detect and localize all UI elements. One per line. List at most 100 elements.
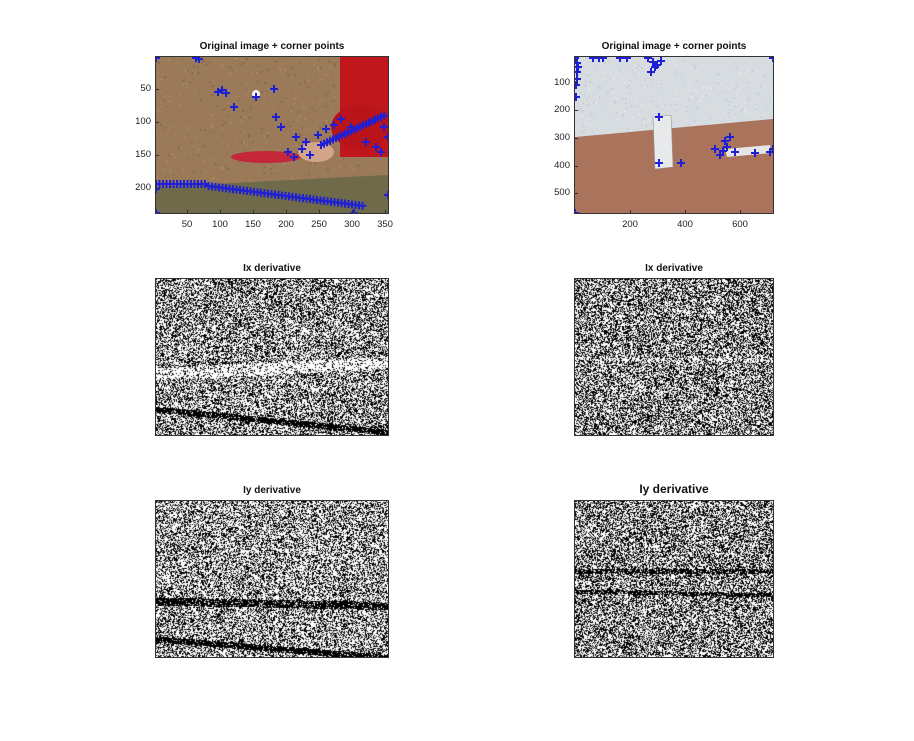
corner-point-marker: [769, 57, 773, 62]
wall-texture-dot: [596, 110, 599, 112]
wall-texture-dot: [306, 130, 309, 133]
wall-texture-dot: [188, 177, 191, 180]
wall-texture-dot: [753, 71, 755, 73]
wall-texture-dot: [619, 88, 622, 91]
wall-texture-dot: [301, 126, 304, 129]
wall-texture-dot: [615, 112, 617, 115]
wall-texture-dot: [635, 108, 638, 111]
wall-texture-dot: [580, 107, 582, 110]
wall-texture-dot: [662, 105, 664, 107]
wall-texture-dot: [604, 107, 607, 110]
wall-texture-dot: [212, 126, 215, 129]
wall-texture-dot: [233, 138, 236, 141]
wall-texture-dot: [259, 71, 262, 74]
y-tick-mark: [575, 166, 578, 167]
wall-texture-dot: [728, 104, 730, 107]
x-tick-label: 50: [181, 219, 193, 230]
wall-texture-dot: [158, 78, 161, 81]
subplot-title: Original image + corner points: [601, 41, 747, 52]
wall-texture-dot: [740, 110, 743, 113]
wall-texture-dot: [607, 90, 609, 93]
wall-texture-dot: [743, 72, 745, 74]
wall-texture-dot: [632, 117, 634, 119]
wall-texture-dot: [702, 87, 704, 90]
wall-texture-dot: [697, 92, 699, 95]
wall-texture-dot: [302, 106, 305, 109]
wall-texture-dot: [732, 121, 735, 123]
wall-texture-dot: [199, 139, 202, 142]
y-tick-mark: [156, 89, 159, 90]
wall-texture-dot: [292, 150, 295, 153]
wall-texture-dot: [635, 102, 638, 105]
wall-texture-dot: [610, 90, 612, 93]
wall-texture-dot: [287, 74, 290, 77]
wall-texture-dot: [236, 119, 239, 122]
wall-texture-dot: [184, 135, 187, 138]
wall-texture-dot: [695, 66, 697, 68]
wall-texture-dot: [326, 168, 329, 171]
x-tick-label: 350: [377, 219, 393, 230]
wall-texture-dot: [198, 89, 201, 92]
wall-texture-dot: [638, 113, 641, 115]
wall-texture-dot: [651, 126, 653, 129]
wall-texture-dot: [588, 88, 590, 91]
wall-texture-dot: [669, 104, 672, 107]
wall-texture-dot: [331, 111, 334, 114]
wall-texture-dot: [268, 104, 271, 107]
wall-texture-dot: [688, 89, 690, 91]
wall-texture-dot: [169, 99, 172, 102]
wall-texture-dot: [712, 110, 715, 113]
wall-texture-dot: [193, 145, 196, 148]
corner-point-marker: [575, 57, 579, 62]
wall-texture-dot: [590, 107, 593, 109]
corner-point-marker: [272, 113, 280, 121]
wall-texture-dot: [743, 62, 745, 64]
wall-texture-dot: [311, 120, 314, 123]
wall-texture-dot: [254, 148, 257, 151]
wall-texture-dot: [192, 148, 195, 151]
wall-texture-dot: [613, 96, 615, 99]
wall-texture-dot: [192, 65, 195, 68]
wall-texture-dot: [330, 119, 333, 122]
wall-texture-dot: [582, 126, 585, 128]
corner-point-marker: [575, 81, 580, 89]
wall-texture-dot: [652, 98, 655, 100]
wall-texture-dot: [587, 74, 589, 77]
wall-texture-dot: [734, 62, 736, 65]
wall-texture-dot: [620, 104, 622, 106]
wall-texture-dot: [162, 169, 165, 172]
wall-texture-dot: [196, 66, 199, 69]
wall-texture-dot: [263, 166, 266, 169]
wall-texture-dot: [314, 162, 317, 165]
wall-texture-dot: [234, 70, 237, 73]
wall-texture-dot: [591, 112, 594, 115]
wall-texture-dot: [763, 75, 766, 78]
wall-texture-dot: [579, 110, 581, 112]
wall-texture-dot: [249, 107, 252, 110]
wall-texture-dot: [192, 153, 195, 156]
wall-texture-dot: [167, 58, 170, 61]
corner-point-marker: [655, 159, 663, 167]
wall-texture-dot: [314, 74, 317, 77]
wall-texture-dot: [641, 84, 644, 87]
wall-texture-dot: [702, 86, 705, 89]
wall-texture-dot: [624, 110, 626, 113]
wall-texture-dot: [182, 168, 185, 171]
wall-texture-dot: [701, 109, 703, 111]
wall-texture-dot: [227, 168, 230, 171]
wall-texture-dot: [339, 165, 342, 168]
wall-texture-dot: [216, 143, 219, 146]
wall-texture-dot: [182, 83, 185, 86]
wall-texture-dot: [163, 73, 166, 76]
wall-texture-dot: [622, 114, 624, 117]
wall-texture-dot: [613, 77, 615, 80]
wall-texture-dot: [159, 123, 162, 126]
wall-texture-dot: [682, 60, 685, 62]
wall-texture-dot: [319, 127, 322, 130]
wall-texture-dot: [578, 68, 581, 71]
wall-texture-dot: [755, 92, 758, 95]
wall-texture-dot: [690, 91, 692, 94]
wall-texture-dot: [758, 93, 760, 96]
wall-texture-dot: [246, 144, 249, 147]
wall-texture-dot: [208, 81, 211, 84]
